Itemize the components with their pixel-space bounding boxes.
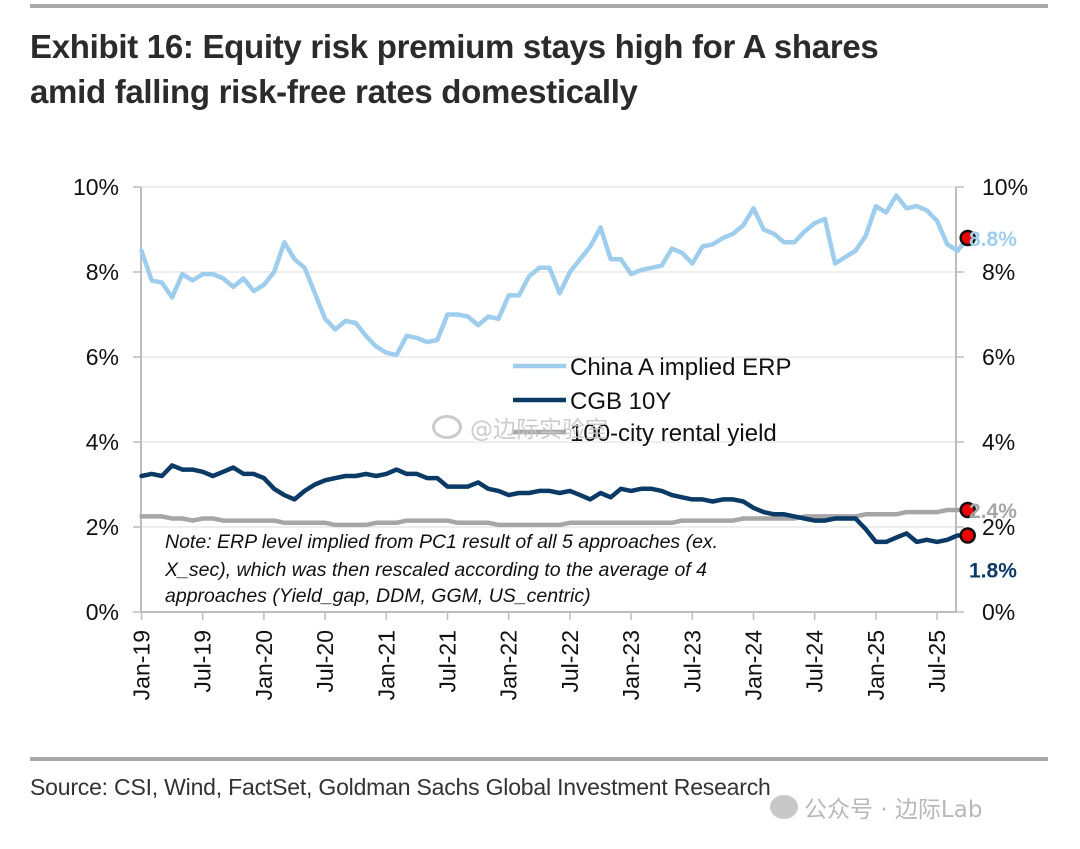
end-marker-rental [959,501,976,519]
weibo-watermark: @边际实验室 [432,410,608,444]
gridlines [141,186,956,528]
x-tick-label: Jul-22 [557,630,583,693]
end-label-cgb: 1.8% [969,560,1017,583]
y-tick-label-left: 4% [86,429,119,455]
y-tick-label-left: 0% [86,599,119,625]
x-tick-label: Jan-21 [373,630,399,700]
x-axis-ticks: Jan-19 Jul-19 Jan-20 Jul-20 Jan-21 Jul-21 Jan-… [129,630,951,701]
x-tick-label: Jan-24 [741,630,767,701]
x-tick-label: Jul-23 [679,630,705,693]
x-tick-label: Jul-25 [924,630,950,693]
x-tick-label: Jan-25 [863,630,889,700]
series-line-erp [139,193,970,358]
note-line: X_sec), which was then rescaled accordin… [164,559,707,581]
end-label-erp: 8.8% [969,228,1017,251]
source-note: Source: CSI, Wind, FactSet, Goldman Sach… [30,774,771,800]
x-tick-label: Jul-24 [802,630,828,693]
y-axis-right-ticks: 0% 2% 4% 6% 8% 10% [982,174,1028,625]
weibo-watermark-text: @边际实验室 [470,417,608,443]
x-tick-label: Jan-23 [618,630,644,700]
x-tick-label: Jul-19 [190,630,216,693]
x-tick-label: Jul-20 [312,630,338,693]
x-tick-label: Jan-20 [251,630,277,700]
wechat-watermark-text: 公众号 · 边际Lab [804,797,983,823]
y-tick-label-right: 10% [982,174,1028,200]
end-marker-cgb [959,527,976,544]
y-axis-left-ticks: 0% 2% 4% 6% 8% 10% [73,174,119,625]
y-tick-label-left: 8% [86,259,119,285]
wechat-watermark: 公众号 · 边际Lab [770,790,982,824]
legend: China A implied ERP CGB 10Y 100-city renta… [513,354,791,447]
y-tick-label-right: 6% [982,344,1015,370]
y-tick-label-left: 10% [73,174,119,200]
note-line: approaches (Yield_gap, DDM, GGM, US_cent… [165,585,591,607]
title-line-1: Exhibit 16: Equity risk premium stays hi… [30,28,879,65]
title-line-2: amid falling risk-free rates domesticall… [30,73,638,110]
legend-label-cgb: CGB 10Y [570,388,671,415]
annotation-note: Note: ERP level implied from PC1 result … [164,531,718,607]
wechat-icon [770,795,798,819]
y-tick-label-right: 2% [982,514,1015,540]
line-chart: 0% 2% 4% 6% 8% 10% 0% 2% 4% 6% 8% 10% Jan-19 Jul-19… [73,174,1028,701]
series-line-rental [139,507,970,528]
top-rule [30,4,1048,8]
series-lines [139,193,970,545]
y-tick-label-left: 2% [86,514,119,540]
weibo-icon [432,415,462,439]
end-markers: 8.8% 2.4% 1.8% [959,228,1017,583]
end-marker-erp [959,229,976,247]
legend-label-rental: 100-city rental yield [570,420,777,447]
end-label-rental: 2.4% [969,500,1017,523]
y-tick-label-right: 0% [982,599,1015,625]
x-tick-label: Jan-19 [129,630,155,700]
x-tick-label: Jan-22 [496,630,522,700]
axes [133,186,964,620]
bottom-rule [30,757,1048,761]
series-line-cgb [139,463,970,545]
note-line: Note: ERP level implied from PC1 result … [165,531,718,553]
y-tick-label-right: 8% [982,259,1015,285]
legend-label-erp: China A implied ERP [570,354,791,381]
y-tick-label-right: 4% [982,429,1015,455]
y-tick-label-left: 6% [86,344,119,370]
x-tick-label: Jul-21 [435,630,461,693]
exhibit-title: Exhibit 16: Equity risk premium stays hi… [30,24,1030,114]
